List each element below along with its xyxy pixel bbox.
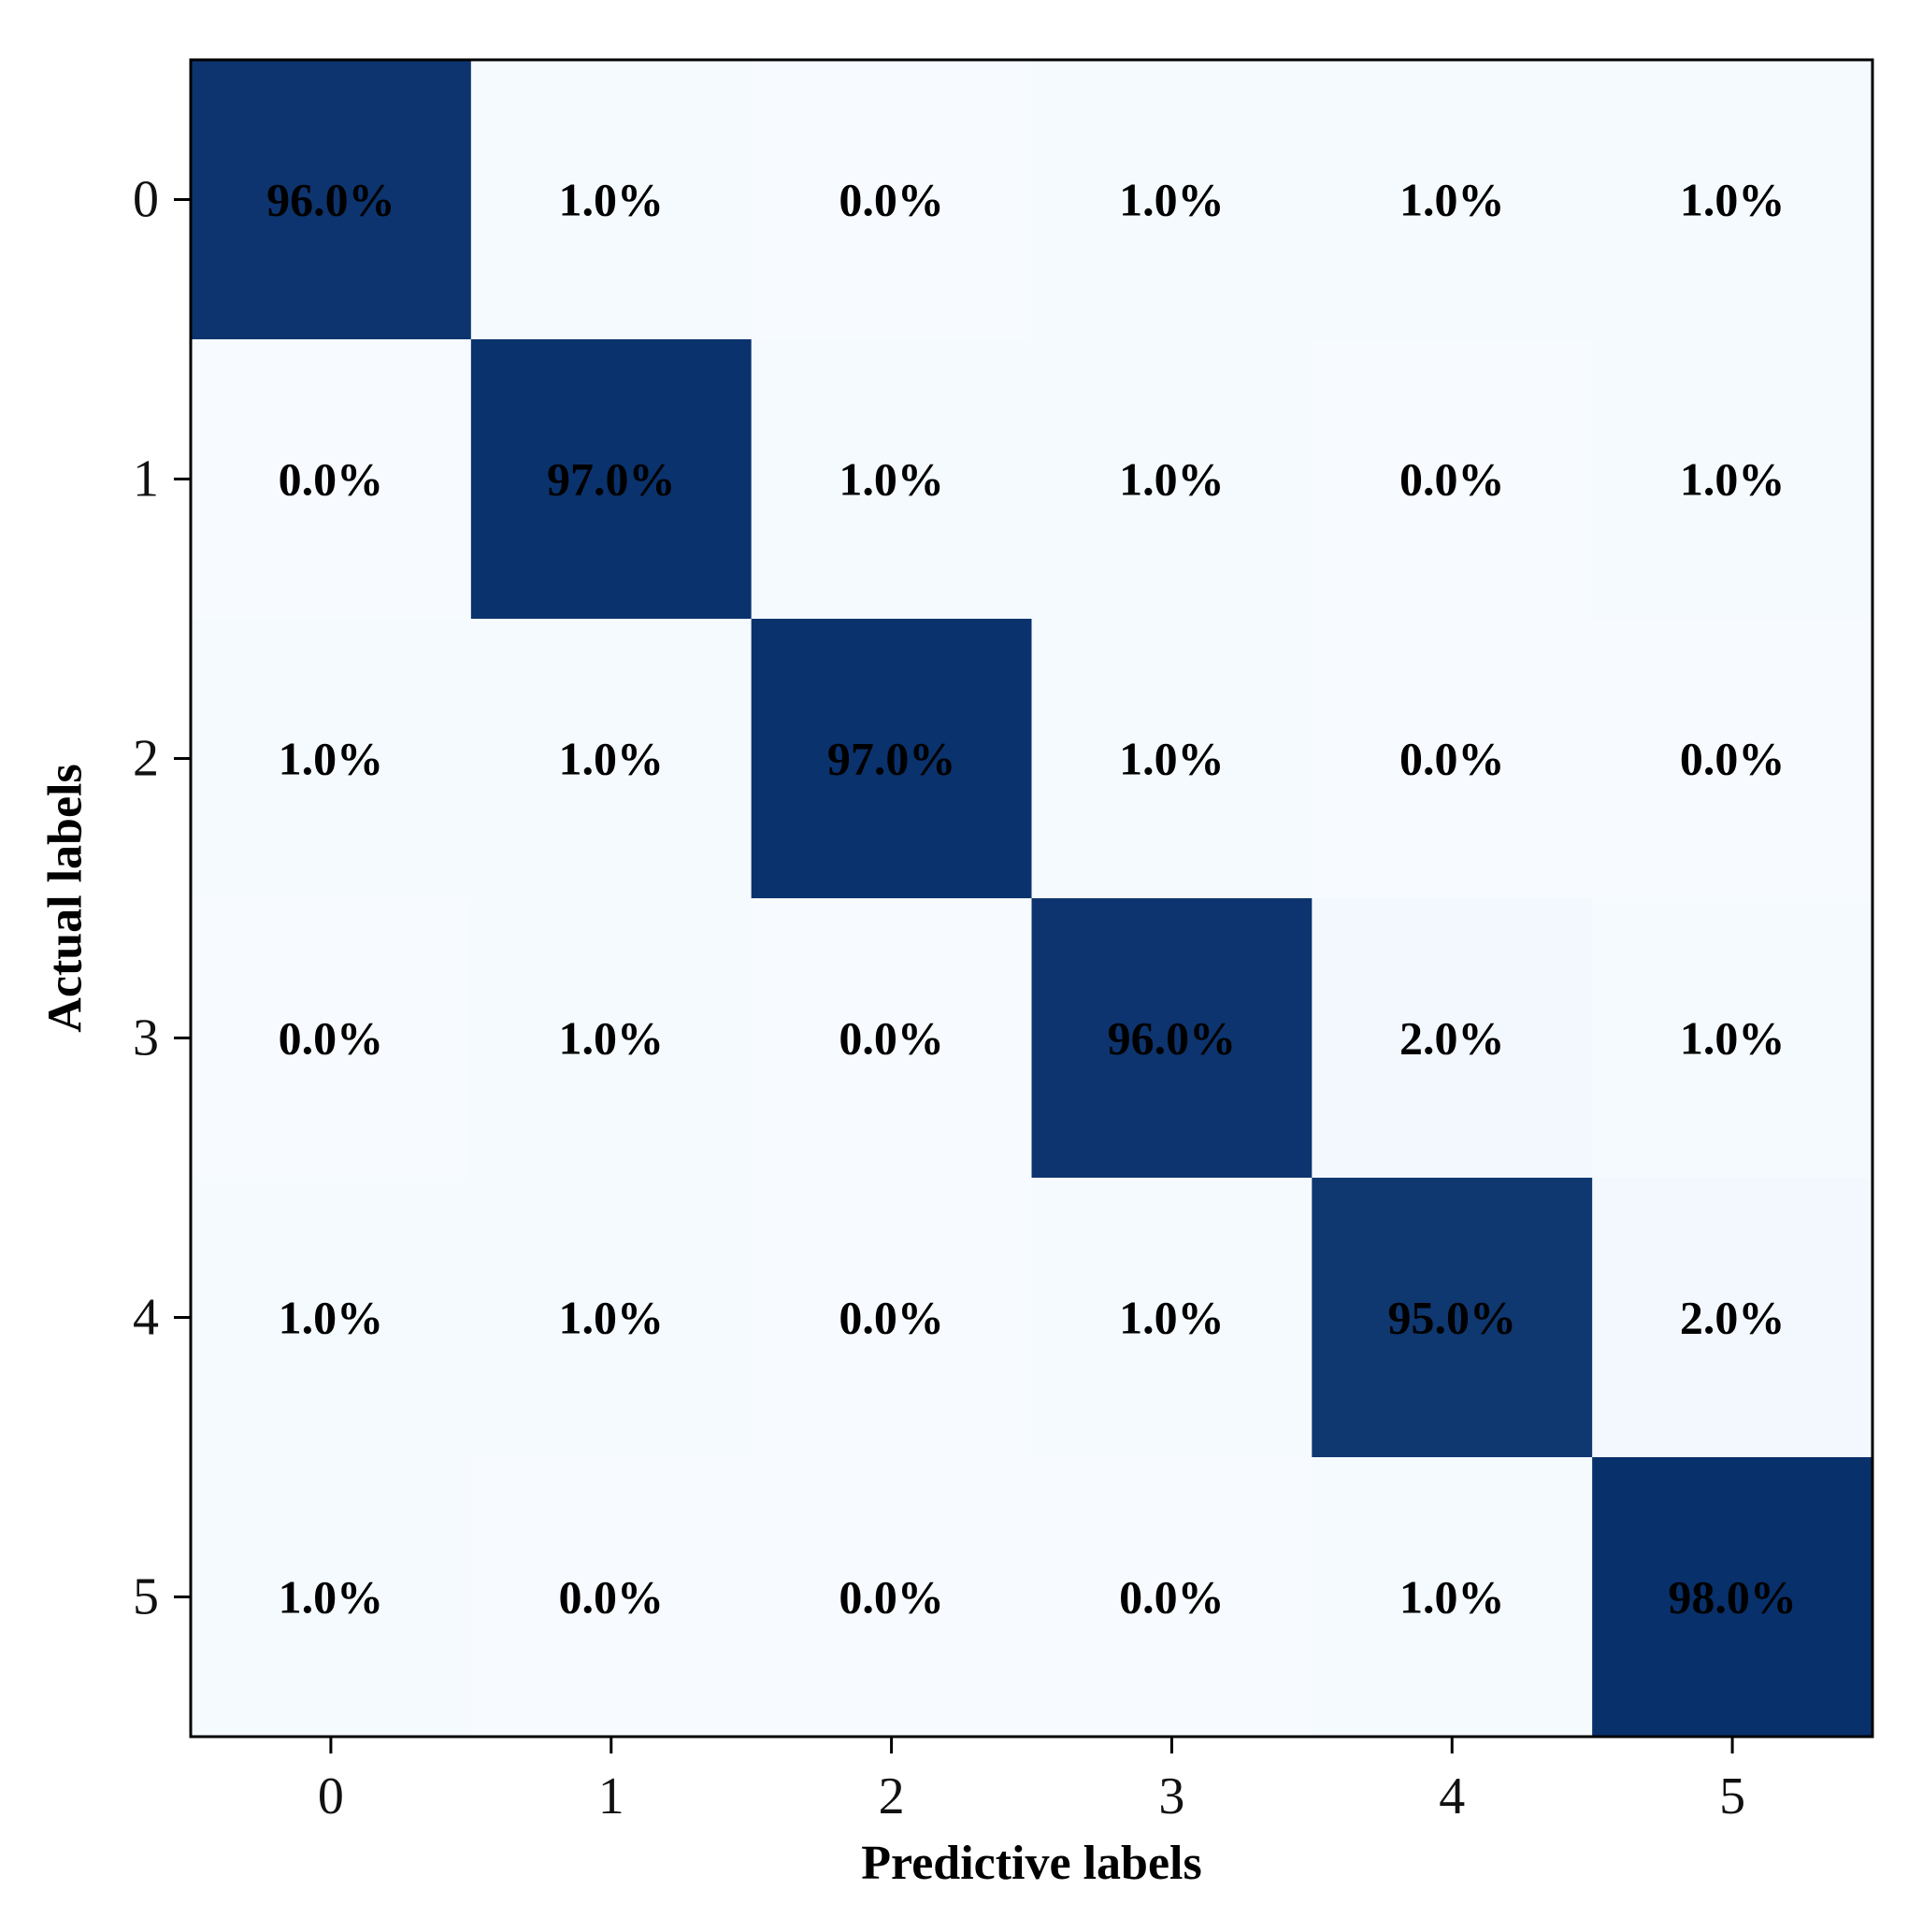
- cell-label-r2-c0: 1.0%: [279, 733, 384, 785]
- heatmap-cell-r5-c1: [470, 1457, 753, 1738]
- heatmap-cell-r2-c1: [470, 619, 753, 899]
- heatmap-cell-r3-c5: [1592, 898, 1873, 1179]
- cell-label-r4-c2: 0.0%: [839, 1292, 944, 1344]
- cell-label-r4-c0: 1.0%: [279, 1292, 384, 1344]
- cell-label-r0-c3: 1.0%: [1119, 174, 1225, 226]
- cell-label-r0-c5: 1.0%: [1680, 174, 1786, 226]
- heatmap-cell-r5-c0: [191, 1457, 472, 1738]
- heatmap-cell-r0-c3: [1031, 60, 1313, 340]
- heatmap-cell-r3-c1: [470, 898, 753, 1179]
- heatmap-cell-r4-c1: [470, 1178, 753, 1458]
- heatmap-cell-r0-c0: [191, 60, 472, 340]
- heatmap-cell-r1-c4: [1312, 339, 1593, 620]
- cell-label-r1-c1: 97.0%: [547, 453, 676, 506]
- cell-label-r3-c2: 0.0%: [839, 1012, 944, 1065]
- x-tick-label-3: 3: [1158, 1767, 1184, 1825]
- y-tick-label-5: 5: [133, 1568, 159, 1626]
- cell-label-r2-c2: 97.0%: [827, 733, 956, 785]
- cell-label-r5-c3: 0.0%: [1119, 1571, 1225, 1624]
- x-tick-label-1: 1: [598, 1767, 624, 1825]
- heatmap-cell-r5-c5: [1592, 1457, 1873, 1738]
- y-tick-label-2: 2: [133, 730, 159, 788]
- cell-label-r5-c1: 0.0%: [559, 1571, 665, 1624]
- y-tick-label-3: 3: [133, 1009, 159, 1067]
- heatmap-cell-r4-c0: [191, 1178, 472, 1458]
- heatmap-cell-r0-c4: [1312, 60, 1593, 340]
- heatmap-cell-r3-c3: [1031, 898, 1313, 1179]
- heatmap-cell-r1-c1: [470, 339, 753, 620]
- cell-label-r4-c5: 2.0%: [1680, 1292, 1786, 1344]
- heatmap-cells: [191, 60, 1873, 1738]
- cell-label-r1-c0: 0.0%: [279, 453, 384, 506]
- cell-label-r0-c4: 1.0%: [1399, 174, 1505, 226]
- y-tick-label-1: 1: [133, 451, 159, 508]
- cell-label-r5-c5: 98.0%: [1668, 1571, 1797, 1624]
- heatmap-cell-r2-c4: [1312, 619, 1593, 899]
- heatmap-cell-r5-c3: [1031, 1457, 1313, 1738]
- heatmap-cell-r4-c3: [1031, 1178, 1313, 1458]
- heatmap-cell-r1-c0: [191, 339, 472, 620]
- cell-label-r5-c4: 1.0%: [1399, 1571, 1505, 1624]
- x-axis-ticks: 0 1 2 3 4 5: [318, 1737, 1745, 1825]
- heatmap-cell-r3-c2: [751, 898, 1032, 1179]
- cell-label-r4-c3: 1.0%: [1119, 1292, 1225, 1344]
- cell-label-r3-c3: 96.0%: [1108, 1012, 1237, 1065]
- heatmap-cell-r2-c2: [751, 619, 1032, 899]
- heatmap-cell-r4-c5: [1592, 1178, 1873, 1458]
- heatmap-cell-r2-c3: [1031, 619, 1313, 899]
- heatmap-cell-r4-c2: [751, 1178, 1032, 1458]
- cell-label-r0-c2: 0.0%: [839, 174, 944, 226]
- cell-label-r3-c0: 0.0%: [279, 1012, 384, 1065]
- cell-label-r2-c5: 0.0%: [1680, 733, 1786, 785]
- x-tick-label-0: 0: [318, 1767, 344, 1825]
- heatmap-cell-r2-c0: [191, 619, 472, 899]
- heatmap-cell-r1-c2: [751, 339, 1032, 620]
- heatmap-cell-r1-c5: [1592, 339, 1873, 620]
- cell-label-r1-c4: 0.0%: [1399, 453, 1505, 506]
- cell-label-r0-c0: 96.0%: [266, 174, 395, 226]
- heatmap-cell-r5-c2: [751, 1457, 1032, 1738]
- heatmap-cell-r0-c5: [1592, 60, 1873, 340]
- heatmap-cell-r3-c4: [1312, 898, 1593, 1179]
- x-axis-title: Predictive labels: [861, 1837, 1201, 1890]
- cell-label-r3-c5: 1.0%: [1680, 1012, 1786, 1065]
- heatmap-cell-r4-c4: [1312, 1178, 1593, 1458]
- x-tick-label-4: 4: [1439, 1767, 1465, 1825]
- cell-label-r2-c4: 0.0%: [1399, 733, 1505, 785]
- cell-label-r4-c4: 95.0%: [1388, 1292, 1517, 1344]
- plot-frame: [189, 58, 1874, 1739]
- y-tick-label-4: 4: [133, 1289, 159, 1347]
- heatmap-cell-r0-c1: [470, 60, 753, 340]
- y-axis-ticks: 0 1 2 3 4 5: [133, 171, 191, 1626]
- cell-label-r5-c2: 0.0%: [839, 1571, 944, 1624]
- cell-label-r3-c1: 1.0%: [559, 1012, 665, 1065]
- heatmap-cell-r5-c4: [1312, 1457, 1593, 1738]
- heatmap-cell-labels: 96.0% 1.0% 0.0% 1.0% 1.0% 1.0% 0.0% 97.0% 1.0% 1.…: [266, 174, 1797, 1624]
- x-tick-label-5: 5: [1719, 1767, 1745, 1825]
- y-tick-label-0: 0: [133, 171, 159, 229]
- heatmap-cell-r0-c2: [751, 60, 1032, 340]
- y-axis-title: Actual labels: [39, 764, 93, 1032]
- cell-label-r3-c4: 2.0%: [1399, 1012, 1505, 1065]
- cell-label-r2-c1: 1.0%: [559, 733, 665, 785]
- cell-label-r1-c2: 1.0%: [839, 453, 944, 506]
- cell-label-r0-c1: 1.0%: [559, 174, 665, 226]
- x-tick-label-2: 2: [879, 1767, 905, 1825]
- cell-label-r5-c0: 1.0%: [279, 1571, 384, 1624]
- heatmap-cell-r1-c3: [1031, 339, 1313, 620]
- cell-label-r1-c5: 1.0%: [1680, 453, 1786, 506]
- cell-label-r2-c3: 1.0%: [1119, 733, 1225, 785]
- cell-label-r4-c1: 1.0%: [559, 1292, 665, 1344]
- cell-label-r1-c3: 1.0%: [1119, 453, 1225, 506]
- heatmap-cell-r3-c0: [191, 898, 472, 1179]
- heatmap-cell-r2-c5: [1592, 619, 1873, 899]
